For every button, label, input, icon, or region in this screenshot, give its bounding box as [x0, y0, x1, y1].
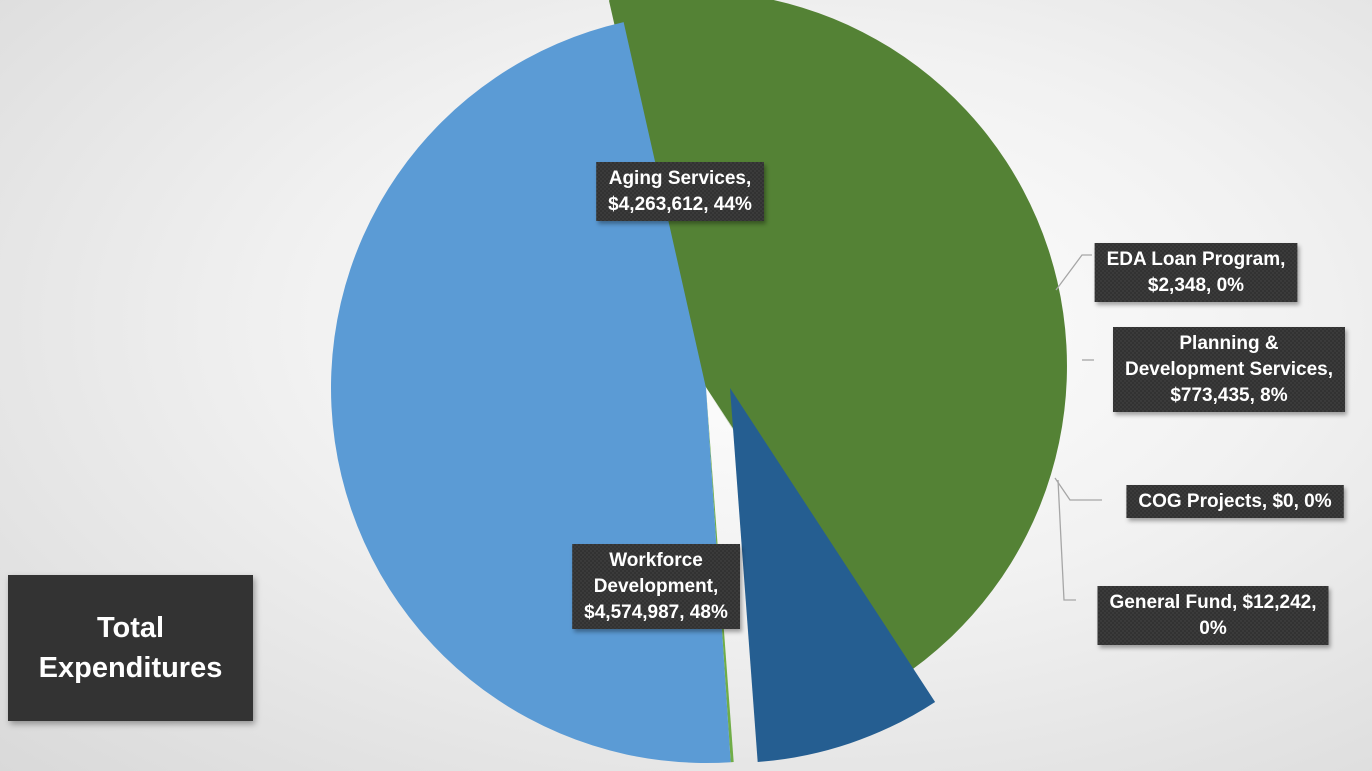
label-workforce-development-box: [572, 544, 740, 629]
slice-planning-development-services: [730, 388, 936, 762]
label-planning-development-services: Planning & Development Services, $773,435,…: [1113, 327, 1345, 412]
chart-title-line-2: Expenditures: [38, 652, 223, 684]
chart-title-line-1: Total: [96, 612, 165, 644]
label-cog-projects-text: COG Projects, $0, 0%: [1138, 491, 1331, 512]
label-aging-services-line-2: $4,263,612, 44%: [608, 194, 752, 215]
label-eda-loan-program-leader: [1055, 254, 1092, 291]
label-aging-services-line-1: Aging Services,: [609, 168, 752, 189]
label-general-fund-leader: [1057, 479, 1076, 601]
label-workforce-development-text: Workforce Development, $4,574,987, 48%: [584, 550, 728, 623]
label-eda-loan-program-text: EDA Loan Program, $2,348, 0%: [1107, 249, 1286, 296]
label-eda-loan-program-box: [1094, 243, 1298, 302]
label-eda-loan-program-line-2: $2,348, 0%: [1148, 275, 1244, 296]
label-workforce-development-line-1: Workforce: [609, 550, 703, 571]
label-cog-projects-leader: [1054, 477, 1102, 501]
label-planning-development-services-line-2: Development Services,: [1125, 359, 1333, 380]
label-general-fund: General Fund, $12,242, 0%: [1097, 586, 1329, 645]
label-general-fund-line-2: 0%: [1199, 618, 1227, 639]
label-planning-development-services-box: [1113, 327, 1345, 412]
data-labels: Aging Services, $4,263,612, 44% EDA Loan P…: [572, 162, 1345, 645]
label-cog-projects-box: [1126, 485, 1344, 518]
label-workforce-development-line-3: $4,574,987, 48%: [584, 602, 728, 623]
label-aging-services-text: Aging Services, $4,263,612, 44%: [608, 168, 752, 215]
label-aging-services-box: [596, 162, 764, 221]
label-aging-services: Aging Services, $4,263,612, 44%: [596, 162, 764, 221]
label-general-fund-box: [1097, 586, 1329, 645]
label-cog-projects-line-1: COG Projects, $0, 0%: [1138, 491, 1331, 512]
chart-title: Total Expenditures: [8, 575, 253, 721]
label-workforce-development: Workforce Development, $4,574,987, 48%: [572, 544, 740, 629]
label-cog-projects: COG Projects, $0, 0%: [1126, 485, 1344, 518]
label-general-fund-text: General Fund, $12,242, 0%: [1110, 592, 1317, 639]
label-planning-development-services-line-1: Planning &: [1179, 333, 1279, 354]
label-workforce-development-line-2: Development,: [594, 576, 719, 597]
label-general-fund-line-1: General Fund, $12,242,: [1110, 592, 1317, 613]
label-planning-development-services-text: Planning & Development Services, $773,435,…: [1125, 333, 1333, 406]
label-planning-development-services-line-3: $773,435, 8%: [1170, 385, 1287, 406]
label-eda-loan-program-line-1: EDA Loan Program,: [1107, 249, 1286, 270]
label-eda-loan-program: EDA Loan Program, $2,348, 0%: [1094, 243, 1298, 302]
